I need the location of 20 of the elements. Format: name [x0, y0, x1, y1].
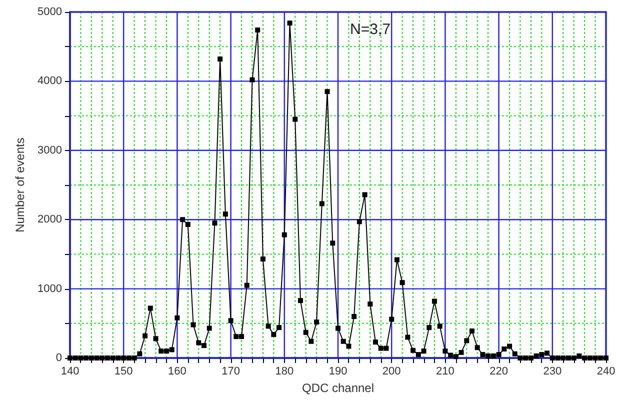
x-axis-title: QDC channel: [302, 381, 374, 395]
y-tick-label: 1000: [38, 282, 62, 295]
y-tick-label: 5000: [38, 6, 62, 18]
x-tick-label: 220: [490, 366, 508, 378]
x-tick-label: 190: [328, 366, 348, 378]
x-tick-label: 140: [60, 366, 80, 378]
y-tick-label: 2000: [38, 214, 62, 226]
y-tick-label: 3000: [38, 144, 62, 156]
annotation: N=3,7: [350, 21, 390, 38]
x-tick-label: 150: [114, 366, 133, 378]
y-axis-title: Number of events: [13, 138, 27, 232]
x-tick-label: 180: [275, 366, 294, 378]
x-tick-label: 200: [382, 366, 401, 378]
y-tick-label: 0: [56, 352, 62, 364]
x-tick-label: 240: [596, 366, 616, 378]
x-tick-label: 170: [222, 366, 240, 378]
x-tick-label: 210: [436, 366, 454, 378]
x-tick-label: 160: [168, 366, 186, 378]
x-tick-label: 230: [543, 366, 562, 378]
y-tick-label: 4000: [38, 75, 62, 88]
